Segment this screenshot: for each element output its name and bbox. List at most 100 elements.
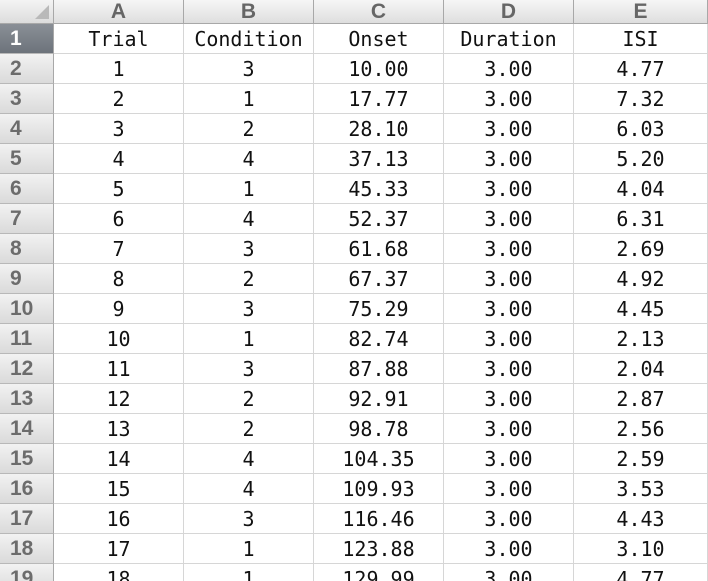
cell-d8[interactable]: 3.00: [444, 234, 574, 264]
cell-e9[interactable]: 4.92: [574, 264, 708, 294]
cell-b10[interactable]: 3: [184, 294, 314, 324]
cell-b6[interactable]: 1: [184, 174, 314, 204]
cell-a19[interactable]: 18: [54, 564, 184, 581]
row-header-14[interactable]: 14: [0, 414, 54, 444]
row-header-11[interactable]: 11: [0, 324, 54, 354]
cell-b18[interactable]: 1: [184, 534, 314, 564]
cell-e12[interactable]: 2.04: [574, 354, 708, 384]
row-header-3[interactable]: 3: [0, 84, 54, 114]
cell-d4[interactable]: 3.00: [444, 114, 574, 144]
column-header-a[interactable]: A: [54, 0, 184, 24]
select-all-button[interactable]: [0, 0, 54, 24]
cell-b1[interactable]: Condition: [184, 24, 314, 54]
cell-a1[interactable]: Trial: [54, 24, 184, 54]
cell-d12[interactable]: 3.00: [444, 354, 574, 384]
cell-a10[interactable]: 9: [54, 294, 184, 324]
cell-b8[interactable]: 3: [184, 234, 314, 264]
row-header-7[interactable]: 7: [0, 204, 54, 234]
cell-a9[interactable]: 8: [54, 264, 184, 294]
cell-d19[interactable]: 3.00: [444, 564, 574, 581]
row-header-4[interactable]: 4: [0, 114, 54, 144]
cell-b3[interactable]: 1: [184, 84, 314, 114]
cell-e18[interactable]: 3.10: [574, 534, 708, 564]
cell-b16[interactable]: 4: [184, 474, 314, 504]
cell-c8[interactable]: 61.68: [314, 234, 444, 264]
cell-b9[interactable]: 2: [184, 264, 314, 294]
row-header-19[interactable]: 19: [0, 564, 54, 581]
cell-b14[interactable]: 2: [184, 414, 314, 444]
cell-d14[interactable]: 3.00: [444, 414, 574, 444]
row-header-2[interactable]: 2: [0, 54, 54, 84]
cell-d11[interactable]: 3.00: [444, 324, 574, 354]
row-header-16[interactable]: 16: [0, 474, 54, 504]
cell-a4[interactable]: 3: [54, 114, 184, 144]
cell-e10[interactable]: 4.45: [574, 294, 708, 324]
cell-c1[interactable]: Onset: [314, 24, 444, 54]
cell-a3[interactable]: 2: [54, 84, 184, 114]
cell-c14[interactable]: 98.78: [314, 414, 444, 444]
cell-a5[interactable]: 4: [54, 144, 184, 174]
cell-a8[interactable]: 7: [54, 234, 184, 264]
cell-d2[interactable]: 3.00: [444, 54, 574, 84]
cell-c9[interactable]: 67.37: [314, 264, 444, 294]
cell-e4[interactable]: 6.03: [574, 114, 708, 144]
cell-e19[interactable]: 4.77: [574, 564, 708, 581]
cell-a15[interactable]: 14: [54, 444, 184, 474]
cell-e6[interactable]: 4.04: [574, 174, 708, 204]
row-header-12[interactable]: 12: [0, 354, 54, 384]
cell-d6[interactable]: 3.00: [444, 174, 574, 204]
cell-a18[interactable]: 17: [54, 534, 184, 564]
cell-d13[interactable]: 3.00: [444, 384, 574, 414]
cell-e7[interactable]: 6.31: [574, 204, 708, 234]
cell-d3[interactable]: 3.00: [444, 84, 574, 114]
cell-a6[interactable]: 5: [54, 174, 184, 204]
cell-b15[interactable]: 4: [184, 444, 314, 474]
cell-e17[interactable]: 4.43: [574, 504, 708, 534]
cell-d1[interactable]: Duration: [444, 24, 574, 54]
cell-d5[interactable]: 3.00: [444, 144, 574, 174]
row-header-17[interactable]: 17: [0, 504, 54, 534]
cell-a12[interactable]: 11: [54, 354, 184, 384]
cell-b12[interactable]: 3: [184, 354, 314, 384]
cell-b17[interactable]: 3: [184, 504, 314, 534]
cell-e15[interactable]: 2.59: [574, 444, 708, 474]
row-header-6[interactable]: 6: [0, 174, 54, 204]
row-header-15[interactable]: 15: [0, 444, 54, 474]
column-header-e[interactable]: E: [574, 0, 708, 24]
cell-c3[interactable]: 17.77: [314, 84, 444, 114]
cell-a13[interactable]: 12: [54, 384, 184, 414]
cell-a11[interactable]: 10: [54, 324, 184, 354]
column-header-c[interactable]: C: [314, 0, 444, 24]
cell-d17[interactable]: 3.00: [444, 504, 574, 534]
cell-c2[interactable]: 10.00: [314, 54, 444, 84]
row-header-10[interactable]: 10: [0, 294, 54, 324]
cell-c6[interactable]: 45.33: [314, 174, 444, 204]
cell-d10[interactable]: 3.00: [444, 294, 574, 324]
cell-c11[interactable]: 82.74: [314, 324, 444, 354]
cell-e11[interactable]: 2.13: [574, 324, 708, 354]
cell-a2[interactable]: 1: [54, 54, 184, 84]
cell-c5[interactable]: 37.13: [314, 144, 444, 174]
cell-e2[interactable]: 4.77: [574, 54, 708, 84]
cell-a7[interactable]: 6: [54, 204, 184, 234]
cell-c10[interactable]: 75.29: [314, 294, 444, 324]
cell-c4[interactable]: 28.10: [314, 114, 444, 144]
cell-b2[interactable]: 3: [184, 54, 314, 84]
cell-b4[interactable]: 2: [184, 114, 314, 144]
row-header-18[interactable]: 18: [0, 534, 54, 564]
cell-d15[interactable]: 3.00: [444, 444, 574, 474]
cell-c7[interactable]: 52.37: [314, 204, 444, 234]
cell-b13[interactable]: 2: [184, 384, 314, 414]
cell-b5[interactable]: 4: [184, 144, 314, 174]
row-header-1[interactable]: 1: [0, 24, 54, 54]
cell-e13[interactable]: 2.87: [574, 384, 708, 414]
cell-b7[interactable]: 4: [184, 204, 314, 234]
cell-c12[interactable]: 87.88: [314, 354, 444, 384]
cell-a14[interactable]: 13: [54, 414, 184, 444]
cell-e1[interactable]: ISI: [574, 24, 708, 54]
cell-b19[interactable]: 1: [184, 564, 314, 581]
cell-e3[interactable]: 7.32: [574, 84, 708, 114]
cell-d16[interactable]: 3.00: [444, 474, 574, 504]
cell-c19[interactable]: 129.99: [314, 564, 444, 581]
cell-c18[interactable]: 123.88: [314, 534, 444, 564]
